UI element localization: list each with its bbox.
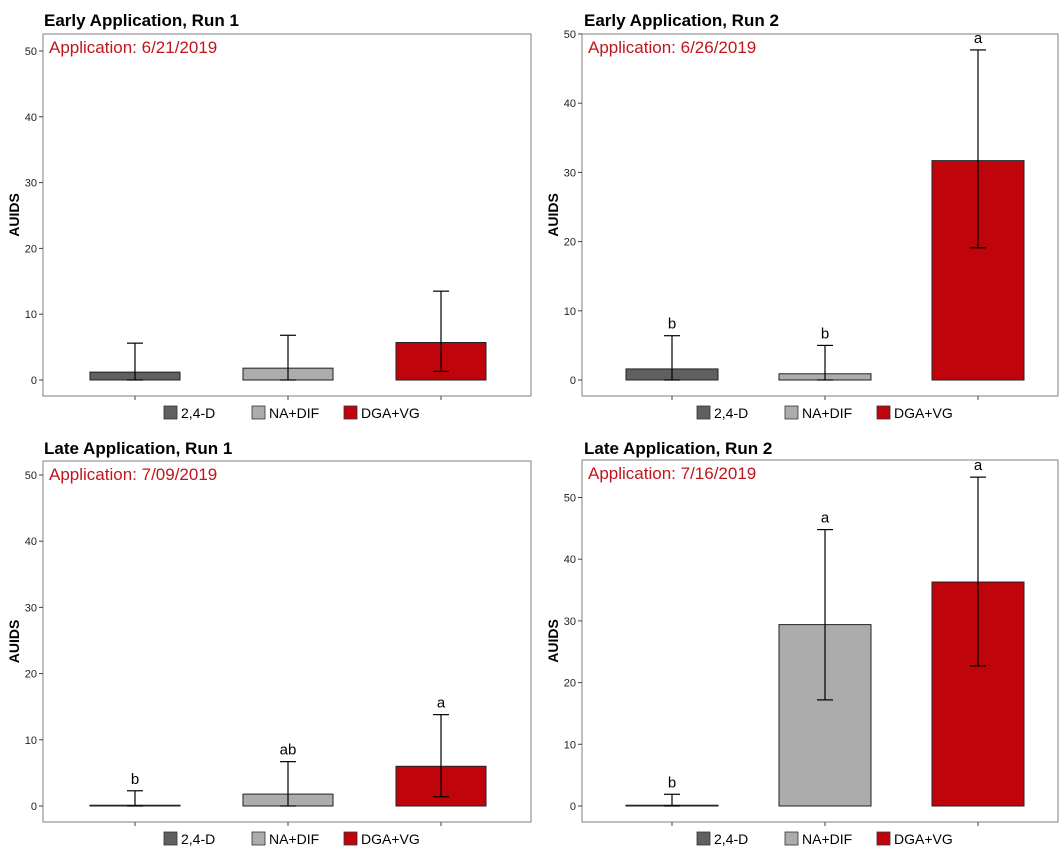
- significance-letter: a: [974, 457, 983, 474]
- panel-title: Late Application, Run 1: [44, 439, 232, 458]
- legend-label: NA+DIF: [269, 405, 319, 421]
- plot-frame: [42, 460, 532, 823]
- significance-letter: b: [131, 771, 139, 788]
- legend-label: NA+DIF: [802, 831, 852, 847]
- significance-letter: ab: [280, 742, 297, 759]
- application-date-label: Application: 7/09/2019: [49, 465, 217, 484]
- chart-panel-2: Early Application, Run 2 Application: 6/2…: [545, 11, 1059, 400]
- chart-panel-3: Late Application, Run 1 Application: 7/09…: [6, 439, 532, 826]
- legend-swatch: [876, 405, 891, 420]
- legend-swatch: [163, 831, 178, 846]
- y-tick-label: 20: [564, 237, 576, 249]
- plot-frame: [581, 459, 1059, 823]
- chart-panel-1: Early Application, Run 1 Application: 6/2…: [6, 11, 532, 400]
- legend-swatch: [251, 405, 266, 420]
- legend-label: DGA+VG: [361, 405, 420, 421]
- y-axis-label: AUIDS: [6, 620, 22, 664]
- y-tick-label: 30: [564, 167, 576, 179]
- y-tick-label: 50: [25, 46, 37, 58]
- chart-panel-4: Late Application, Run 2 Application: 7/16…: [545, 439, 1059, 826]
- y-tick-label: 20: [25, 243, 37, 255]
- y-tick-label: 40: [25, 112, 37, 124]
- legend-label: DGA+VG: [894, 405, 953, 421]
- legend-swatch: [343, 405, 358, 420]
- y-axis-label: AUIDS: [545, 619, 561, 663]
- y-tick-label: 40: [564, 554, 576, 566]
- legend-swatch: [696, 405, 711, 420]
- panel-title: Early Application, Run 1: [44, 11, 239, 30]
- panel-title: Early Application, Run 2: [584, 11, 779, 30]
- y-tick-label: 0: [570, 801, 576, 813]
- plot-frame: [42, 33, 532, 397]
- legend-label: 2,4-D: [181, 831, 215, 847]
- y-tick-label: 20: [25, 669, 37, 681]
- y-axis-label: AUIDS: [6, 193, 22, 237]
- legend: 2,4-D NA+DIF DGA+VG: [163, 831, 420, 847]
- significance-letter: a: [974, 30, 983, 47]
- y-tick-label: 10: [25, 309, 37, 321]
- y-axis-label: AUIDS: [545, 193, 561, 237]
- legend-label: NA+DIF: [269, 831, 319, 847]
- application-date-label: Application: 7/16/2019: [588, 464, 756, 483]
- legend: 2,4-D NA+DIF DGA+VG: [696, 405, 953, 421]
- legend: 2,4-D NA+DIF DGA+VG: [696, 831, 953, 847]
- legend-swatch: [251, 831, 266, 846]
- y-tick-label: 50: [564, 493, 576, 505]
- y-tick-label: 40: [564, 98, 576, 110]
- legend-swatch: [163, 405, 178, 420]
- legend-label: 2,4-D: [714, 831, 748, 847]
- y-tick-label: 30: [25, 602, 37, 614]
- plot-frame: [581, 33, 1059, 397]
- y-tick-label: 10: [564, 739, 576, 751]
- significance-letter: a: [437, 695, 446, 712]
- y-tick-label: 0: [31, 375, 37, 387]
- y-tick-label: 50: [25, 470, 37, 482]
- legend-label: 2,4-D: [714, 405, 748, 421]
- y-tick-label: 10: [25, 735, 37, 747]
- legend-swatch: [876, 831, 891, 846]
- significance-letter: b: [821, 325, 829, 342]
- legend-label: DGA+VG: [361, 831, 420, 847]
- legend-swatch: [696, 831, 711, 846]
- legend-swatch: [784, 405, 799, 420]
- y-tick-label: 10: [564, 306, 576, 318]
- application-date-label: Application: 6/21/2019: [49, 38, 217, 57]
- y-tick-label: 20: [564, 678, 576, 690]
- significance-letter: a: [821, 510, 830, 527]
- y-tick-label: 50: [564, 29, 576, 41]
- legend: 2,4-D NA+DIF DGA+VG: [163, 405, 420, 421]
- legend-label: NA+DIF: [802, 405, 852, 421]
- y-tick-label: 0: [31, 801, 37, 813]
- application-date-label: Application: 6/26/2019: [588, 38, 756, 57]
- legend-swatch: [784, 831, 799, 846]
- legend-label: DGA+VG: [894, 831, 953, 847]
- y-tick-label: 0: [570, 375, 576, 387]
- y-tick-label: 30: [25, 178, 37, 190]
- y-tick-label: 30: [564, 616, 576, 628]
- significance-letter: b: [668, 316, 676, 333]
- legend-label: 2,4-D: [181, 405, 215, 421]
- panel-title: Late Application, Run 2: [584, 439, 772, 458]
- legend-swatch: [343, 831, 358, 846]
- y-tick-label: 40: [25, 536, 37, 548]
- significance-letter: b: [668, 774, 676, 791]
